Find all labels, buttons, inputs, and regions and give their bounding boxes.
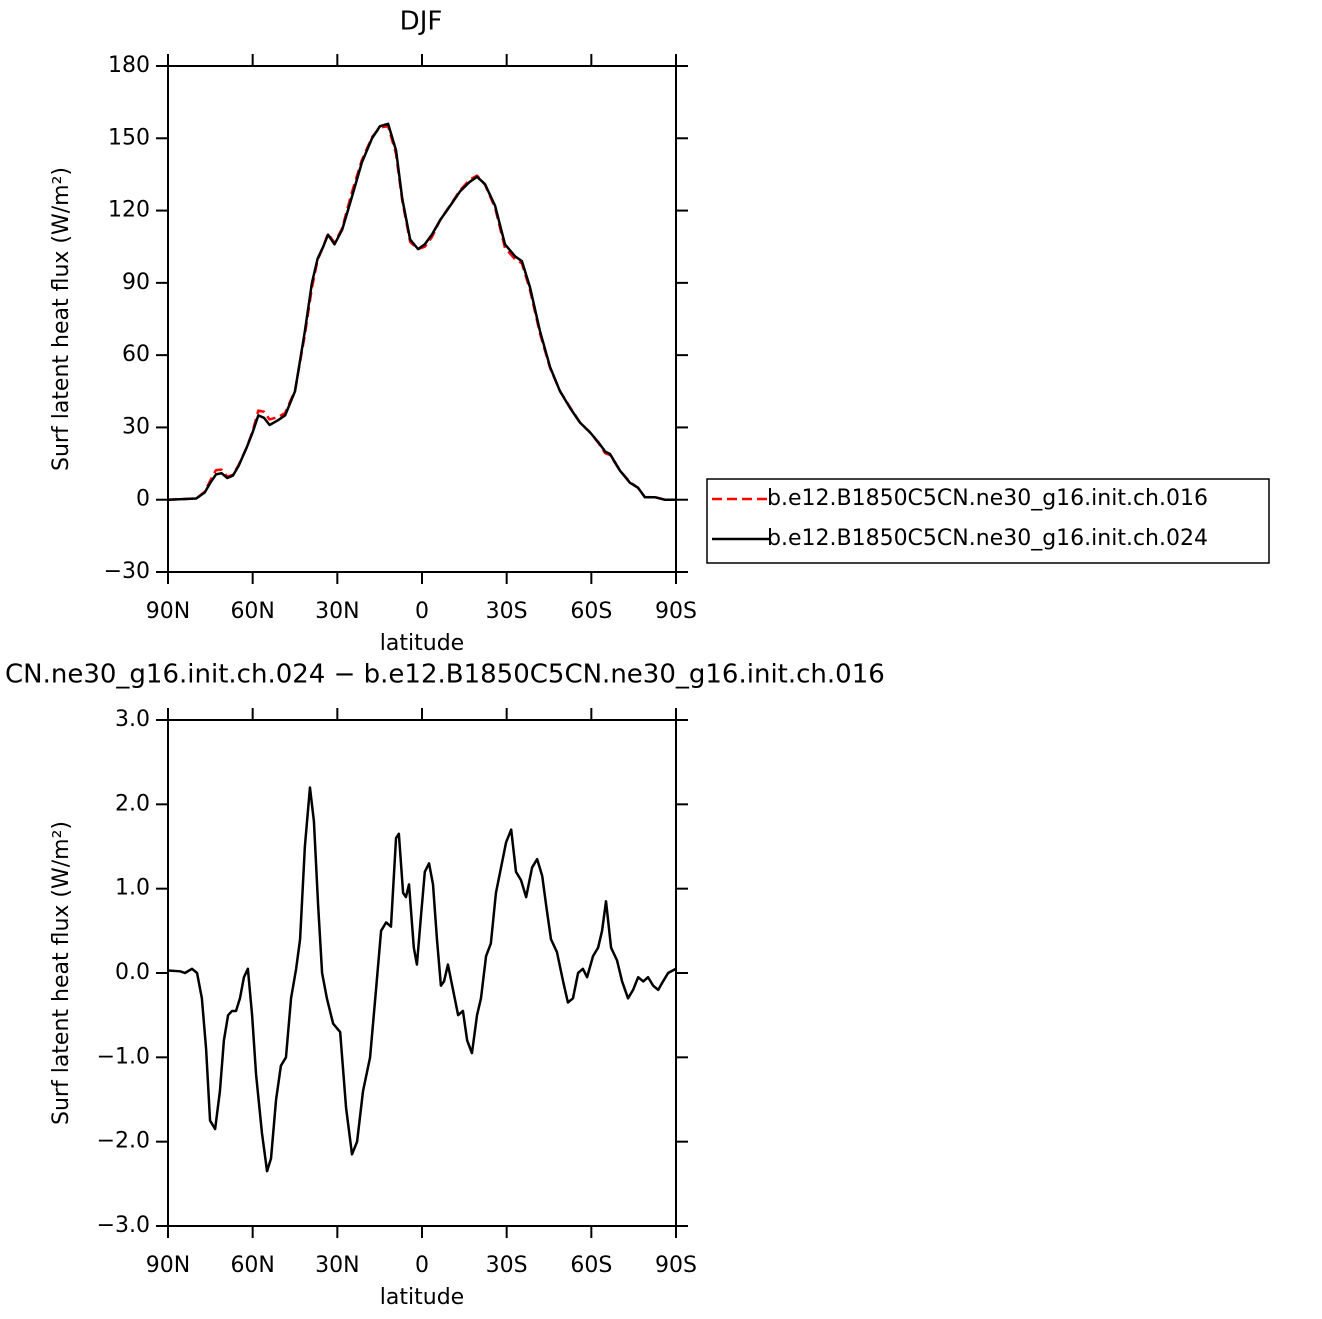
x-tick-label: 60N bbox=[230, 599, 274, 624]
y-tick-label: −30 bbox=[104, 559, 150, 584]
x-tick-label: 60S bbox=[570, 599, 612, 624]
plot-frame bbox=[167, 719, 677, 1227]
x-tick-label: 90N bbox=[146, 1253, 190, 1278]
y-tick-label: −1.0 bbox=[97, 1044, 150, 1069]
chart-title: DJF bbox=[400, 7, 443, 37]
x-tick-label: 30S bbox=[486, 1253, 528, 1278]
legend-box bbox=[706, 478, 1270, 564]
data-line bbox=[167, 122, 676, 501]
x-tick-label: 0 bbox=[415, 599, 429, 624]
data-line bbox=[167, 786, 677, 1173]
x-tick-label: 30N bbox=[315, 1253, 359, 1278]
y-tick-label: 90 bbox=[122, 270, 150, 295]
y-tick-label: −2.0 bbox=[97, 1129, 150, 1154]
x-tick-label: 90N bbox=[146, 599, 190, 624]
x-tick-label: 60S bbox=[570, 1253, 612, 1278]
y-tick-label: −3.0 bbox=[97, 1213, 150, 1238]
x-tick-label: 0 bbox=[415, 1253, 429, 1278]
x-tick-label: 30S bbox=[486, 599, 528, 624]
x-tick-label: 60N bbox=[230, 1253, 274, 1278]
y-tick-label: 120 bbox=[108, 198, 150, 223]
y-axis-label: Surf latent heat flux (W/m²) bbox=[49, 821, 74, 1125]
legend-label: b.e12.B1850C5CN.ne30_g16.init.ch.024 bbox=[767, 526, 1208, 551]
y-tick-label: 3.0 bbox=[115, 707, 150, 732]
y-tick-label: 180 bbox=[108, 53, 150, 78]
x-tick-label: 30N bbox=[315, 599, 359, 624]
y-tick-label: 60 bbox=[122, 342, 150, 367]
y-axis-label: Surf latent heat flux (W/m²) bbox=[49, 167, 74, 471]
x-tick-label: 90S bbox=[655, 1253, 697, 1278]
x-axis-label: latitude bbox=[380, 631, 464, 656]
x-tick-label: 90S bbox=[655, 599, 697, 624]
y-tick-label: 2.0 bbox=[115, 791, 150, 816]
x-axis-label: latitude bbox=[380, 1285, 464, 1310]
plot-frame bbox=[167, 65, 677, 573]
y-tick-label: 0.0 bbox=[115, 960, 150, 985]
y-tick-label: 1.0 bbox=[115, 876, 150, 901]
y-tick-label: 30 bbox=[122, 414, 150, 439]
y-tick-label: 0 bbox=[136, 487, 150, 512]
y-tick-label: 150 bbox=[108, 125, 150, 150]
chart-title: CN.ne30_g16.init.ch.024 − b.e12.B1850C5C… bbox=[5, 660, 885, 690]
legend-label: b.e12.B1850C5CN.ne30_g16.init.ch.016 bbox=[767, 486, 1208, 511]
